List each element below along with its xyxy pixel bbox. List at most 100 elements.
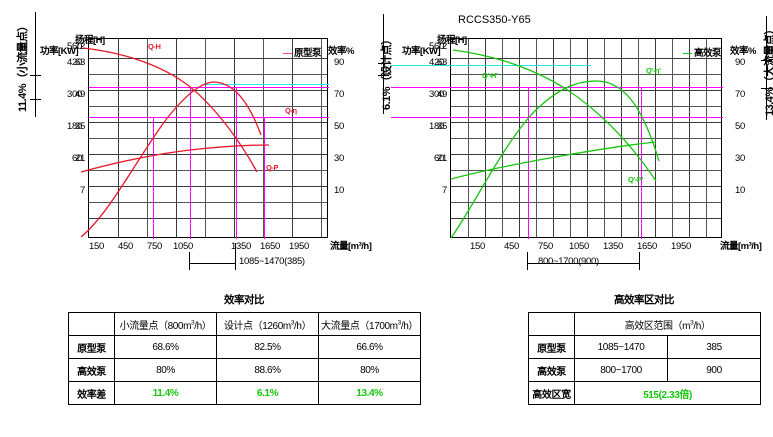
head-tick-3: 35 — [75, 121, 85, 132]
cell-zone-width-value: 515(2.33倍) — [573, 381, 762, 405]
legend-label-2: 高效泵 — [694, 48, 722, 59]
curve-q-h-high — [452, 49, 657, 182]
row-label-prototype-2: 原型泵 — [528, 335, 575, 359]
curve-label-q-eta: Q-η — [285, 106, 297, 115]
head-tick-2-3: 35 — [437, 121, 447, 132]
head-tick-2-5: 7 — [442, 185, 447, 196]
cell-high-design: 88.6% — [216, 358, 319, 382]
x-tick-6: 1950 — [289, 241, 309, 252]
curve-label-q-h: Q-H — [148, 42, 161, 51]
legend-prototype: 原型泵 — [283, 45, 322, 59]
dim-tick-end-prototype — [235, 243, 237, 270]
curve-q-p-prototype — [80, 144, 270, 173]
dim-line-high — [528, 263, 640, 265]
x-tick-0: 150 — [89, 241, 104, 252]
efficiency-tick-2-3: 30 — [735, 153, 745, 164]
x-tick-5: 1650 — [260, 241, 280, 252]
plot-area-prototype — [80, 38, 329, 239]
plot-area-high-efficiency — [391, 38, 723, 239]
x-axis-title-2: 流量[m³/h] — [720, 241, 762, 252]
curve-q-eta-prototype — [80, 81, 262, 238]
power-tick-4: 60 — [72, 153, 82, 164]
legend-high-efficiency: 高效泵 — [683, 45, 722, 59]
table-header-row: 小流量点（800m3/h） 设计点（1260m3/h） 大流量点（1700m3/… — [68, 312, 421, 336]
header-corner-cell-2 — [528, 312, 575, 336]
header-low-flow: 小流量点（800m3/h） — [114, 312, 217, 336]
head-tick-2-1: 63 — [437, 57, 447, 68]
power-tick-3: 180 — [67, 121, 82, 132]
x-tick-2-3: 1050 — [569, 241, 589, 252]
x-tick-2-0: 150 — [470, 241, 485, 252]
row-label-high-efficiency-2: 高效泵 — [528, 358, 575, 382]
chart-high-efficiency-pump: RCCS350-Y65 功率[KW] 扬程[H] 效率% 流量[m³/h] 56… — [390, 0, 773, 290]
left-axis-head-title-2: 扬程[H] — [437, 35, 467, 46]
measure-tick-right-bottom — [761, 88, 772, 90]
table-row: 效率差 11.4% 6.1% 13.4% — [68, 381, 421, 405]
x-axis-title: 流量[m³/h] — [330, 241, 372, 252]
measure-tick-right-top — [761, 60, 772, 62]
head-tick-2: 49 — [75, 89, 85, 100]
marker-hline-peak — [89, 87, 329, 89]
efficiency-tick-2-4: 10 — [735, 185, 745, 196]
table-efficiency-title: 效率对比 — [224, 294, 265, 306]
annotation-low-flow-diff: 11.4%（小流量点） — [17, 20, 29, 112]
header-corner-cell — [68, 312, 115, 336]
curve-label-q-h-2: Q'-H' — [482, 71, 498, 80]
marker-vline-highflow — [264, 117, 266, 239]
x-tick-2-4: 1350 — [603, 241, 623, 252]
efficiency-tick-2-0: 90 — [735, 57, 745, 68]
marker-vline-lowflow-2 — [528, 87, 530, 239]
x-tick-2-1: 450 — [504, 241, 519, 252]
row-label-prototype: 原型泵 — [68, 335, 115, 359]
cell-diff-low: 11.4% — [114, 381, 217, 405]
chart-prototype-pump: 11.4%（小流量点） 功率[KW] 扬程[H] 效率% 流量[m³/h] 56… — [0, 0, 393, 290]
cell-prototype-width: 385 — [666, 335, 762, 359]
design-efficiency-line-prototype — [206, 83, 329, 85]
efficiency-tick-3: 30 — [334, 153, 344, 164]
efficiency-tick-1: 70 — [334, 89, 344, 100]
header-design-point: 设计点（1260m3/h） — [216, 312, 319, 336]
head-tick-2-2: 49 — [437, 89, 447, 100]
curves-prototype — [80, 47, 270, 238]
x-tick-2-2: 750 — [538, 241, 553, 252]
legend-label: 原型泵 — [294, 48, 322, 59]
efficiency-tick-0: 90 — [334, 57, 344, 68]
power-tick-1: 420 — [67, 57, 82, 68]
design-efficiency-line-high — [391, 65, 591, 67]
table-header-row: 高效区范围（m3/h） — [528, 312, 762, 336]
curves-high-efficiency — [450, 49, 660, 239]
marker-hline-70-2 — [391, 117, 723, 119]
table-row: 高效区宽 515(2.33倍) — [528, 381, 762, 405]
efficient-zone-table: 高效区范围（m3/h） 原型泵 1085~1470 385 高效泵 800~17… — [528, 312, 762, 405]
cell-high-low: 80% — [114, 358, 217, 382]
x-tick-1: 450 — [118, 241, 133, 252]
row-label-difference: 效率差 — [68, 381, 115, 405]
measure-bar-right — [766, 16, 768, 120]
cell-prototype-low: 68.6% — [114, 335, 217, 359]
x-tick-2: 750 — [147, 241, 162, 252]
marker-vline-design — [190, 87, 192, 239]
chart-title-model: RCCS350-Y65 — [458, 14, 531, 26]
curve-label-q-eta-2: Q'-η' — [646, 66, 661, 75]
table-efficiency-comparison: 效率对比 小流量点（800m3/h） 设计点（1260m3/h） 大流量点（17… — [68, 292, 421, 432]
power-tick-2-0: 560 — [429, 41, 444, 52]
marker-vline-lowflow — [153, 117, 155, 239]
measure-tick-mid-top — [378, 63, 389, 65]
left-axis-head-title: 扬程[H] — [75, 35, 105, 46]
row-label-zone-width: 高效区宽 — [528, 381, 575, 405]
measure-tick-left-bottom — [30, 99, 41, 101]
x-tick-4: 1350 — [231, 241, 251, 252]
marker-vline-highflow-2 — [641, 87, 643, 239]
power-tick-2-3: 180 — [429, 121, 444, 132]
marker-vline-efficient-end — [236, 87, 238, 239]
right-axis-efficiency-title: 效率% — [328, 46, 354, 57]
table-row: 高效泵 800~1700 900 — [528, 358, 762, 382]
cell-high-width: 900 — [666, 358, 762, 382]
head-tick-2-0: 72 — [437, 41, 447, 52]
header-high-flow: 大流量点（1700m3/h） — [318, 312, 421, 336]
legend-line-icon — [283, 52, 292, 54]
curve-q-eta-high — [450, 80, 660, 239]
head-tick-5: 7 — [80, 185, 85, 196]
table-efficient-zone-comparison: 高效率区对比 高效区范围（m3/h） 原型泵 1085~1470 385 高效泵… — [528, 292, 762, 432]
